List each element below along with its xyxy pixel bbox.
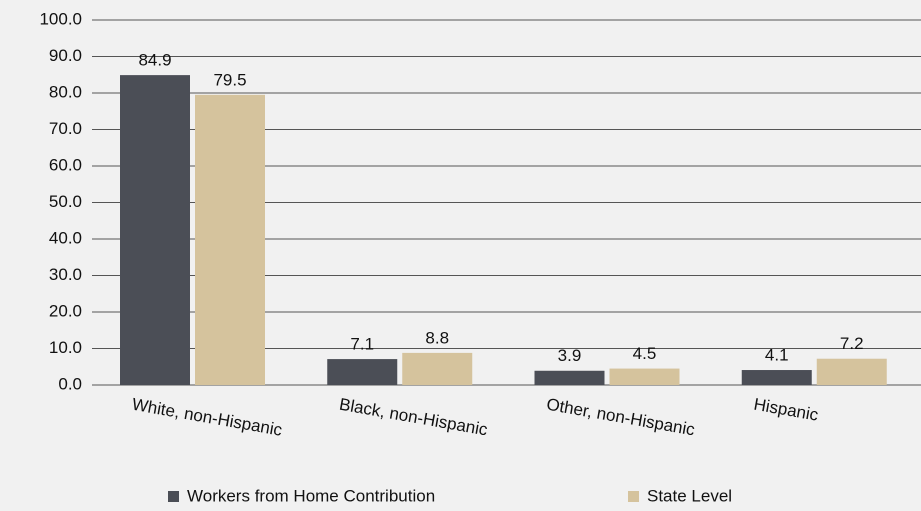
y-tick-label: 20.0 (49, 301, 82, 320)
y-tick-label: 80.0 (49, 82, 82, 101)
value-label: 4.1 (765, 346, 789, 365)
bar (195, 94, 265, 385)
value-label: 7.2 (840, 334, 864, 353)
value-label: 4.5 (633, 344, 657, 363)
bar (741, 370, 812, 385)
legend-swatch (168, 491, 179, 502)
value-label: 7.1 (350, 335, 374, 354)
value-label: 3.9 (558, 346, 582, 365)
bar (402, 352, 473, 385)
legend-swatch (628, 491, 639, 502)
x-tick-label: Black, non-Hispanic (338, 395, 490, 440)
y-tick-label: 50.0 (49, 192, 82, 211)
x-tick-label: Other, non-Hispanic (545, 395, 697, 440)
bar (609, 368, 680, 385)
bar (327, 359, 398, 385)
value-label: 79.5 (213, 70, 246, 89)
value-label: 8.8 (425, 328, 449, 347)
bar (816, 358, 887, 385)
y-tick-label: 60.0 (49, 155, 82, 174)
y-tick-label: 100.0 (39, 9, 82, 28)
x-tick-label: White, non-Hispanic (131, 395, 285, 440)
value-label: 84.9 (138, 51, 171, 70)
y-tick-label: 30.0 (49, 265, 82, 284)
bar (534, 370, 605, 385)
bar (120, 75, 190, 386)
legend-label: State Level (647, 486, 732, 505)
y-tick-label: 0.0 (58, 374, 82, 393)
y-tick-label: 90.0 (49, 46, 82, 65)
x-tick-label: Hispanic (752, 395, 820, 425)
y-tick-label: 10.0 (49, 338, 82, 357)
legend-label: Workers from Home Contribution (187, 486, 435, 505)
y-tick-label: 70.0 (49, 119, 82, 138)
y-tick-label: 40.0 (49, 228, 82, 247)
